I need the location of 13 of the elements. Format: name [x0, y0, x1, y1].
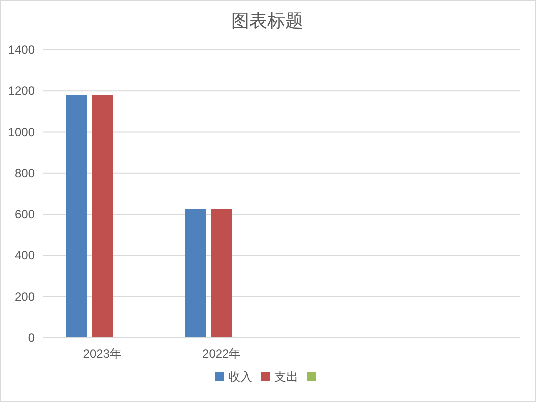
y-tick-label: 0	[28, 331, 36, 345]
y-tick-label: 1000	[8, 125, 36, 140]
legend-label: 收入	[228, 370, 252, 384]
y-tick-label: 800	[14, 166, 36, 180]
y-tick-label: 1400	[8, 43, 36, 57]
y-tick-label: 200	[14, 290, 36, 304]
legend-label: 支出	[274, 370, 298, 384]
x-tick-label: 2022年	[202, 347, 242, 361]
chart-title: 图表标题	[232, 11, 304, 31]
y-tick-label: 600	[14, 208, 36, 222]
y-tick-label: 400	[14, 248, 36, 263]
y-tick-label: 1200	[8, 84, 36, 98]
x-tick-label: 2023年	[83, 347, 122, 361]
